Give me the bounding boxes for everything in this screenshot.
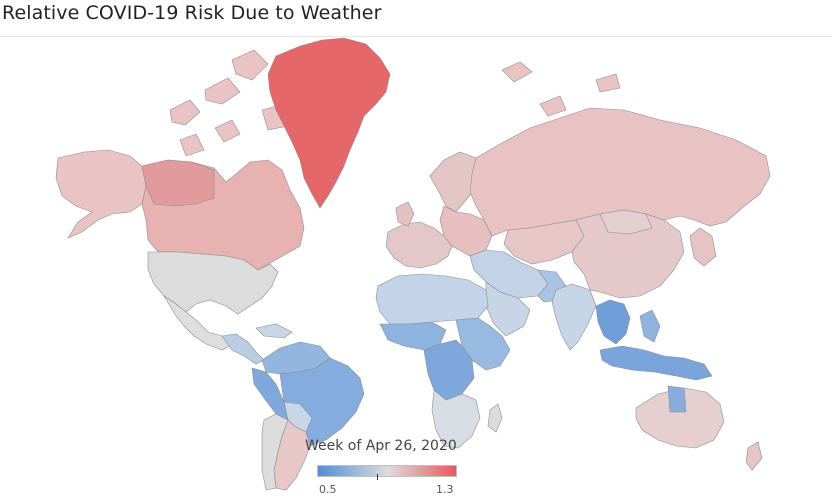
legend-min-value: 0.5 [319, 483, 337, 496]
region-western-europe[interactable] [385, 221, 453, 269]
region-philippines[interactable] [639, 309, 661, 343]
legend-title: Week of Apr 26, 2020 [305, 438, 457, 454]
region-arctic-islands-east[interactable] [501, 61, 621, 117]
region-japan-korea[interactable] [689, 227, 717, 267]
region-india[interactable] [551, 283, 597, 351]
region-uk[interactable] [395, 201, 415, 227]
world-map[interactable] [0, 37, 832, 498]
region-southern-africa[interactable] [431, 389, 481, 449]
region-chile[interactable] [261, 413, 289, 491]
region-mongolia[interactable] [599, 209, 653, 235]
region-canada-north[interactable] [141, 159, 215, 207]
region-australia-northern-territory[interactable] [667, 385, 687, 413]
legend-gradient-bar [317, 465, 457, 477]
color-legend: Week of Apr 26, 2020 0.5 1.3 [305, 438, 465, 496]
region-central-america[interactable] [221, 333, 265, 365]
region-madagascar[interactable] [487, 403, 503, 433]
region-north-africa[interactable] [375, 273, 489, 325]
legend-midpoint-tick [377, 474, 378, 480]
region-new-zealand[interactable] [745, 441, 763, 471]
region-caribbean[interactable] [255, 323, 293, 339]
chart-title: Relative COVID-19 Risk Due to Weather [2, 2, 382, 24]
region-russia[interactable] [469, 107, 771, 237]
region-alaska[interactable] [55, 149, 147, 239]
title-divider [0, 36, 832, 37]
region-mexico[interactable] [163, 295, 231, 351]
region-greenland[interactable] [267, 37, 391, 209]
region-southeast-asia[interactable] [595, 299, 631, 345]
legend-max-value: 1.3 [436, 483, 454, 496]
region-central-africa[interactable] [423, 339, 475, 401]
region-arctic-islands[interactable] [169, 49, 289, 157]
region-indonesia[interactable] [599, 345, 713, 381]
region-arabia[interactable] [485, 281, 531, 337]
